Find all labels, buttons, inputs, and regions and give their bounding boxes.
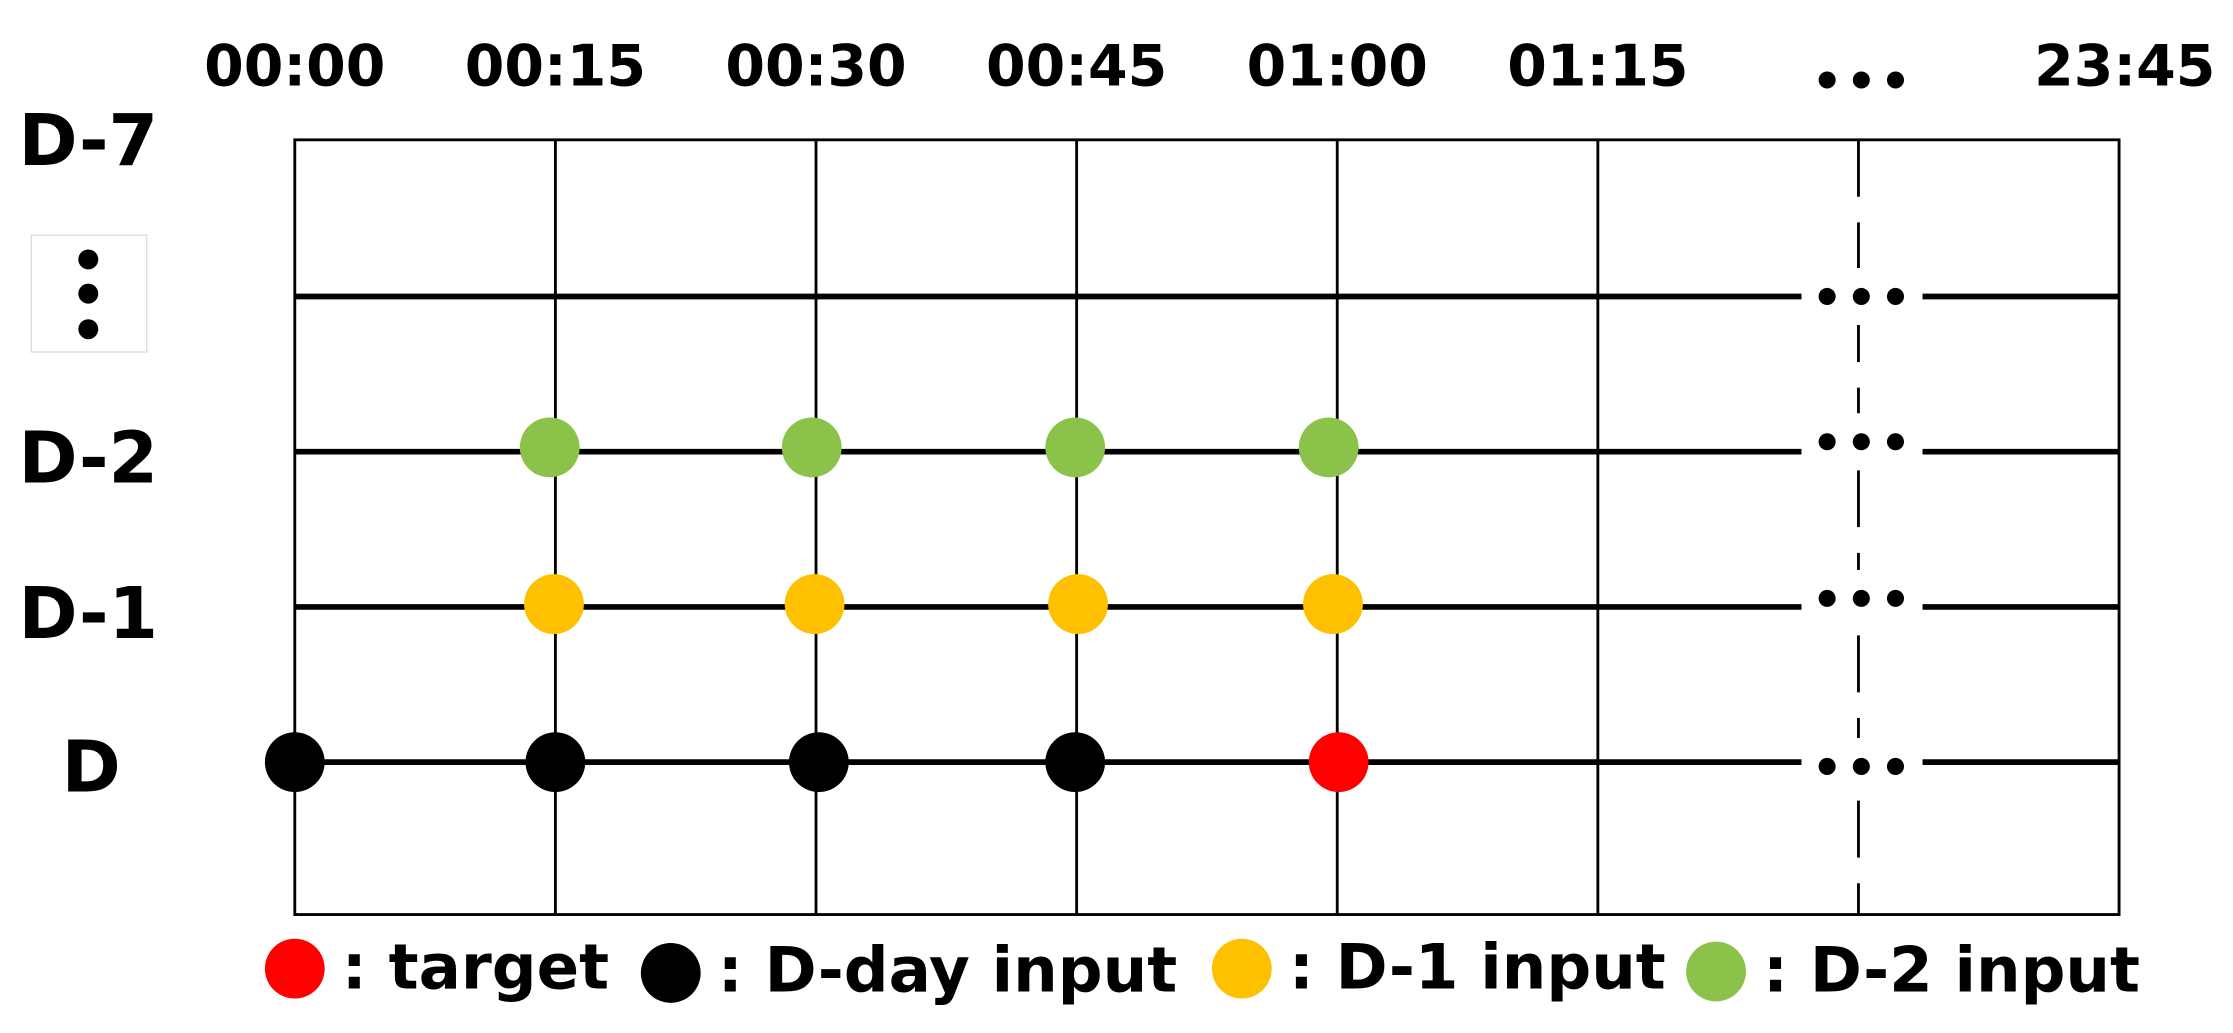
legend-swatch [1686, 941, 1746, 1002]
legend-swatch [640, 943, 701, 1003]
legend-swatch [1211, 938, 1272, 999]
time-label: 23:45 [2034, 34, 2215, 100]
time-label: 01:15 [1507, 34, 1688, 100]
time-label: 01:00 [1247, 34, 1428, 100]
legend-label: : D-1 input [1289, 931, 1666, 1004]
legend-label: : D-2 input [1763, 933, 2140, 1006]
row-ellipses [1805, 267, 1920, 795]
legend-label: : target [342, 931, 609, 1004]
grid-frame [293, 138, 2121, 916]
d1-dots [524, 574, 1363, 634]
time-label: 00:00 [204, 34, 385, 100]
ellipsis [1818, 71, 1905, 89]
vertical-lines [553, 139, 1860, 915]
time-label: 00:15 [465, 34, 646, 100]
legend-label: : D-day input [718, 933, 1177, 1006]
vertical-ellipsis [30, 234, 148, 353]
d2-dots [519, 417, 1359, 478]
time-label: 00:45 [986, 34, 1167, 100]
day-label: D-2 [19, 417, 159, 500]
time-label: 00:30 [725, 34, 906, 100]
day-label: D-1 [19, 572, 159, 655]
day-label: D-7 [19, 99, 159, 182]
horizontal-lines [294, 293, 2120, 766]
day-label: D [62, 726, 121, 809]
legend-swatch [264, 938, 325, 999]
d-dots [264, 732, 1369, 793]
